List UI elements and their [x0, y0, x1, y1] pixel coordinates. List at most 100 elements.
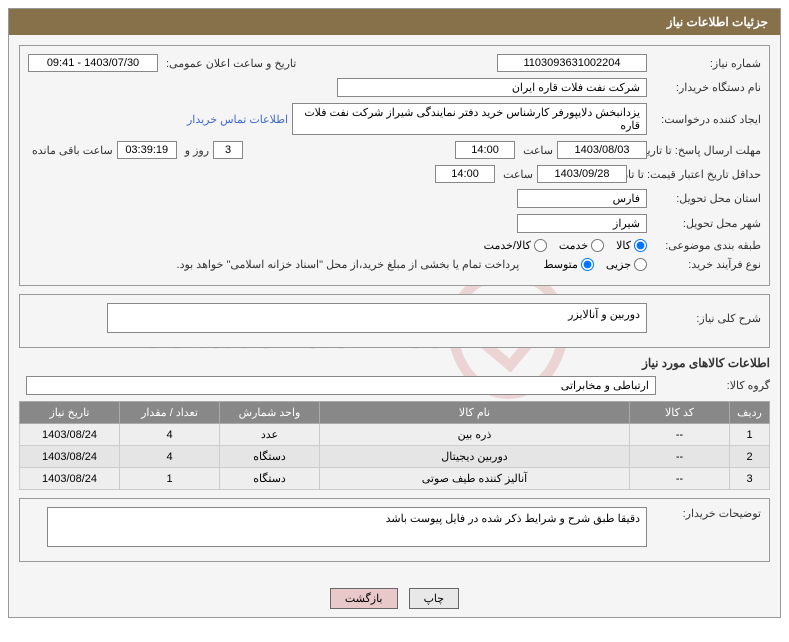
details-fieldset: شماره نیاز: 1103093631002204 تاریخ و ساع… [19, 45, 770, 286]
radio-service-input[interactable] [591, 239, 604, 252]
th-row: ردیف [730, 402, 770, 424]
time-label-2: ساعت [499, 168, 533, 181]
table-cell: 4 [120, 424, 220, 446]
notes-fieldset: توضیحات خریدار: دقیقا طبق شرح و شرایط ذک… [19, 498, 770, 562]
table-cell: 4 [120, 446, 220, 468]
radio-goods[interactable]: کالا [616, 239, 647, 252]
city-label: شهر محل تحویل: [651, 217, 761, 230]
row-summary: شرح کلی نیاز: دوربین و آنالایزر [28, 303, 761, 333]
response-date-value: 1403/08/03 [557, 141, 647, 159]
countdown-value: 03:39:19 [117, 141, 177, 159]
print-button[interactable]: چاپ [409, 588, 460, 609]
need-number-value: 1103093631002204 [497, 54, 647, 72]
radio-medium-input[interactable] [581, 258, 594, 271]
table-row: 1--ذره بینعدد41403/08/24 [20, 424, 770, 446]
row-requester: ایجاد کننده درخواست: یزدانبخش دلایپورفر … [28, 103, 761, 135]
publish-date-label: تاریخ و ساعت اعلان عمومی: [162, 57, 296, 70]
row-city: شهر محل تحویل: شیراز [28, 214, 761, 233]
payment-note: پرداخت تمام یا بخشی از مبلغ خرید،از محل … [173, 258, 520, 271]
response-time-value: 14:00 [455, 141, 515, 159]
row-response-deadline: مهلت ارسال پاسخ: تا تاریخ: 1403/08/03 سا… [28, 141, 761, 159]
summary-value: دوربین و آنالایزر [107, 303, 647, 333]
table-cell: 1403/08/24 [20, 424, 120, 446]
table-cell: 1403/08/24 [20, 468, 120, 490]
radio-partial-input[interactable] [634, 258, 647, 271]
table-cell: آنالیز کننده طیف صوتی [320, 468, 630, 490]
publish-date-value: 1403/07/30 - 09:41 [28, 54, 158, 72]
process-radio-group: جزیی متوسط [543, 258, 647, 271]
table-header-row: ردیف کد کالا نام کالا واحد شمارش تعداد /… [20, 402, 770, 424]
table-cell: 1403/08/24 [20, 446, 120, 468]
table-cell: 1 [120, 468, 220, 490]
goods-group-label: گروه کالا: [660, 379, 770, 392]
table-cell: 2 [730, 446, 770, 468]
back-button[interactable]: بازگشت [330, 588, 398, 609]
row-goods-group: گروه کالا: ارتباطی و مخابراتی [19, 376, 770, 395]
radio-service-label: خدمت [559, 239, 588, 252]
table-cell: ذره بین [320, 424, 630, 446]
header-bar: جزئیات اطلاعات نیاز [9, 9, 780, 35]
table-cell: دستگاه [220, 468, 320, 490]
price-validity-label: حداقل تاریخ اعتبار قیمت: تا تاریخ: [631, 168, 761, 181]
category-radio-group: کالا خدمت کالا/خدمت [484, 239, 647, 252]
remaining-label: ساعت باقی مانده [28, 144, 113, 157]
radio-goods-input[interactable] [634, 239, 647, 252]
radio-medium-label: متوسط [543, 258, 578, 271]
table-row: 3--آنالیز کننده طیف صوتیدستگاه11403/08/2… [20, 468, 770, 490]
contact-buyer-link[interactable]: اطلاعات تماس خریدار [187, 113, 288, 126]
category-label: طبقه بندی موضوعی: [651, 239, 761, 252]
goods-group-value: ارتباطی و مخابراتی [26, 376, 656, 395]
buyer-notes-value: دقیقا طبق شرح و شرایط ذکر شده در فایل پی… [47, 507, 647, 547]
row-price-validity: حداقل تاریخ اعتبار قیمت: تا تاریخ: 1403/… [28, 165, 761, 183]
radio-both-input[interactable] [534, 239, 547, 252]
row-category: طبقه بندی موضوعی: کالا خدمت کالا/خدمت [28, 239, 761, 252]
buyer-org-label: نام دستگاه خریدار: [651, 81, 761, 94]
province-value: فارس [517, 189, 647, 208]
radio-partial-label: جزیی [606, 258, 631, 271]
process-label: نوع فرآیند خرید: [651, 258, 761, 271]
days-value: 3 [213, 141, 243, 159]
table-cell: دستگاه [220, 446, 320, 468]
table-cell: -- [630, 424, 730, 446]
table-cell: 1 [730, 424, 770, 446]
radio-both[interactable]: کالا/خدمت [484, 239, 547, 252]
th-qty: تعداد / مقدار [120, 402, 220, 424]
price-validity-time: 14:00 [435, 165, 495, 183]
radio-medium[interactable]: متوسط [543, 258, 594, 271]
radio-partial[interactable]: جزیی [606, 258, 647, 271]
table-body: 1--ذره بینعدد41403/08/242--دوربین دیجیتا… [20, 424, 770, 490]
city-value: شیراز [517, 214, 647, 233]
table-cell: دوربین دیجیتال [320, 446, 630, 468]
need-number-label: شماره نیاز: [651, 57, 761, 70]
row-buyer-notes: توضیحات خریدار: دقیقا طبق شرح و شرایط ذک… [28, 507, 761, 547]
th-date: تاریخ نیاز [20, 402, 120, 424]
province-label: استان محل تحویل: [651, 192, 761, 205]
row-process: نوع فرآیند خرید: جزیی متوسط پرداخت تمام … [28, 258, 761, 271]
th-unit: واحد شمارش [220, 402, 320, 424]
table-cell: -- [630, 468, 730, 490]
table-row: 2--دوربین دیجیتالدستگاه41403/08/24 [20, 446, 770, 468]
th-name: نام کالا [320, 402, 630, 424]
summary-fieldset: شرح کلی نیاز: دوربین و آنالایزر [19, 294, 770, 348]
table-cell: 3 [730, 468, 770, 490]
content-area: شماره نیاز: 1103093631002204 تاریخ و ساع… [9, 35, 780, 580]
buyer-notes-label: توضیحات خریدار: [651, 507, 761, 520]
button-row: چاپ بازگشت [9, 580, 780, 617]
days-and-label: روز و [181, 144, 209, 157]
row-need-number: شماره نیاز: 1103093631002204 تاریخ و ساع… [28, 54, 761, 72]
table-cell: عدد [220, 424, 320, 446]
row-province: استان محل تحویل: فارس [28, 189, 761, 208]
requester-label: ایجاد کننده درخواست: [651, 113, 761, 126]
goods-section-title: اطلاعات کالاهای مورد نیاز [19, 356, 770, 370]
requester-value: یزدانبخش دلایپورفر کارشناس خرید دفتر نما… [292, 103, 647, 135]
row-buyer-org: نام دستگاه خریدار: شرکت نفت فلات قاره ای… [28, 78, 761, 97]
radio-both-label: کالا/خدمت [484, 239, 531, 252]
radio-goods-label: کالا [616, 239, 631, 252]
time-label-1: ساعت [519, 144, 553, 157]
response-deadline-label: مهلت ارسال پاسخ: تا تاریخ: [651, 144, 761, 157]
summary-label: شرح کلی نیاز: [651, 312, 761, 325]
radio-service[interactable]: خدمت [559, 239, 604, 252]
goods-table: ردیف کد کالا نام کالا واحد شمارش تعداد /… [19, 401, 770, 490]
th-code: کد کالا [630, 402, 730, 424]
header-title: جزئیات اطلاعات نیاز [667, 15, 768, 29]
